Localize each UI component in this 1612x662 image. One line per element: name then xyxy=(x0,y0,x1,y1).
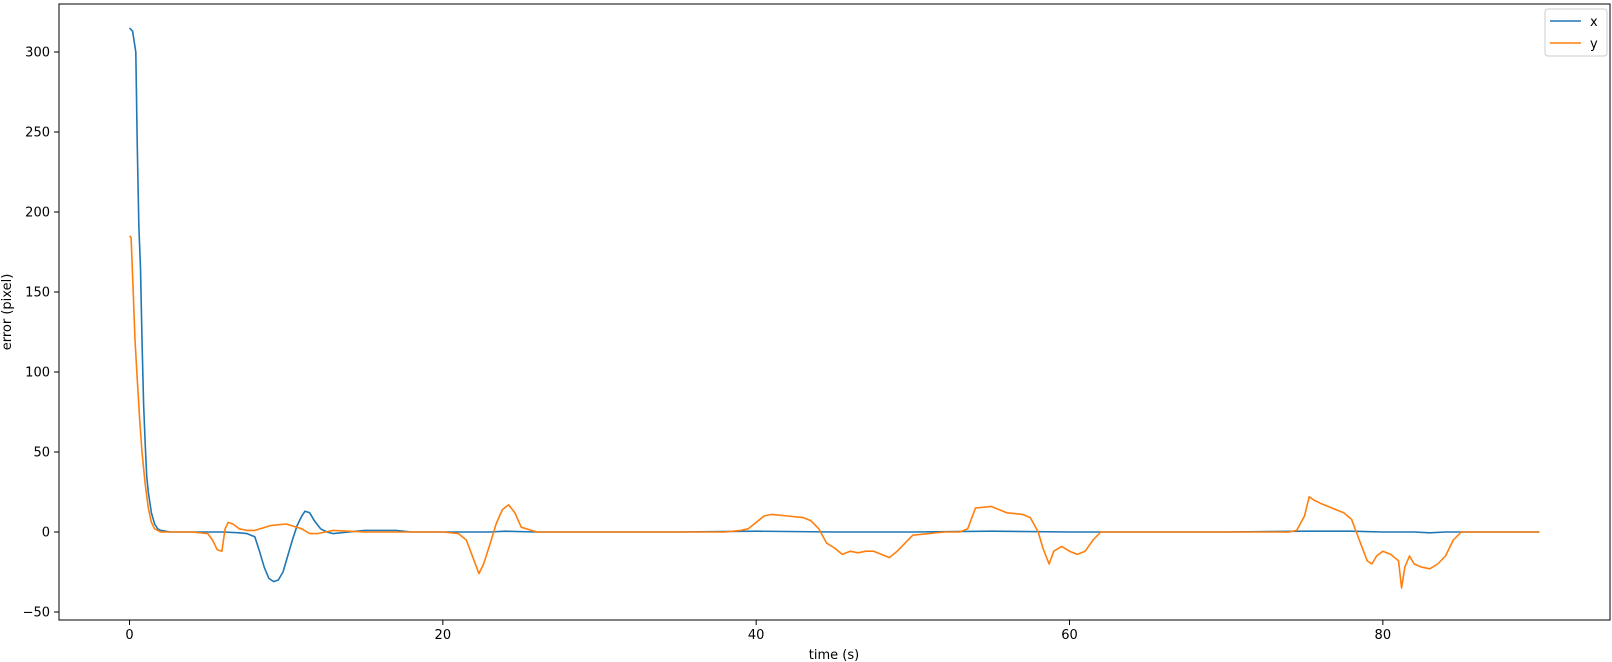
y-axis-ticks: −50 0 50 100 150 200 250 300 xyxy=(23,46,59,621)
y-tick-label: 250 xyxy=(25,126,50,141)
x-tick-label: 40 xyxy=(748,628,765,643)
legend-label-y: y xyxy=(1590,37,1598,52)
series-layer xyxy=(128,27,1540,589)
legend-label-x: x xyxy=(1590,15,1598,30)
y-tick-label: 200 xyxy=(25,206,50,221)
y-tick-label: 300 xyxy=(25,46,50,61)
series-line-y xyxy=(128,235,1540,589)
y-tick-label: 100 xyxy=(25,366,50,381)
y-tick-label: 50 xyxy=(33,446,50,461)
y-tick-label: −50 xyxy=(23,606,50,621)
x-tick-label: 60 xyxy=(1061,628,1078,643)
x-tick-label: 20 xyxy=(435,628,452,643)
series-line-x xyxy=(128,27,1540,583)
y-tick-label: 150 xyxy=(25,286,50,301)
x-tick-label: 80 xyxy=(1375,628,1392,643)
x-tick-label: 0 xyxy=(125,628,133,643)
x-axis-ticks: 0 20 40 60 80 xyxy=(125,620,1391,643)
plot-area xyxy=(58,3,1611,621)
y-tick-label: 0 xyxy=(42,526,50,541)
y-axis-label: error (pixel) xyxy=(0,274,15,351)
x-axis-label: time (s) xyxy=(809,648,859,662)
legend: x y xyxy=(1544,8,1608,57)
